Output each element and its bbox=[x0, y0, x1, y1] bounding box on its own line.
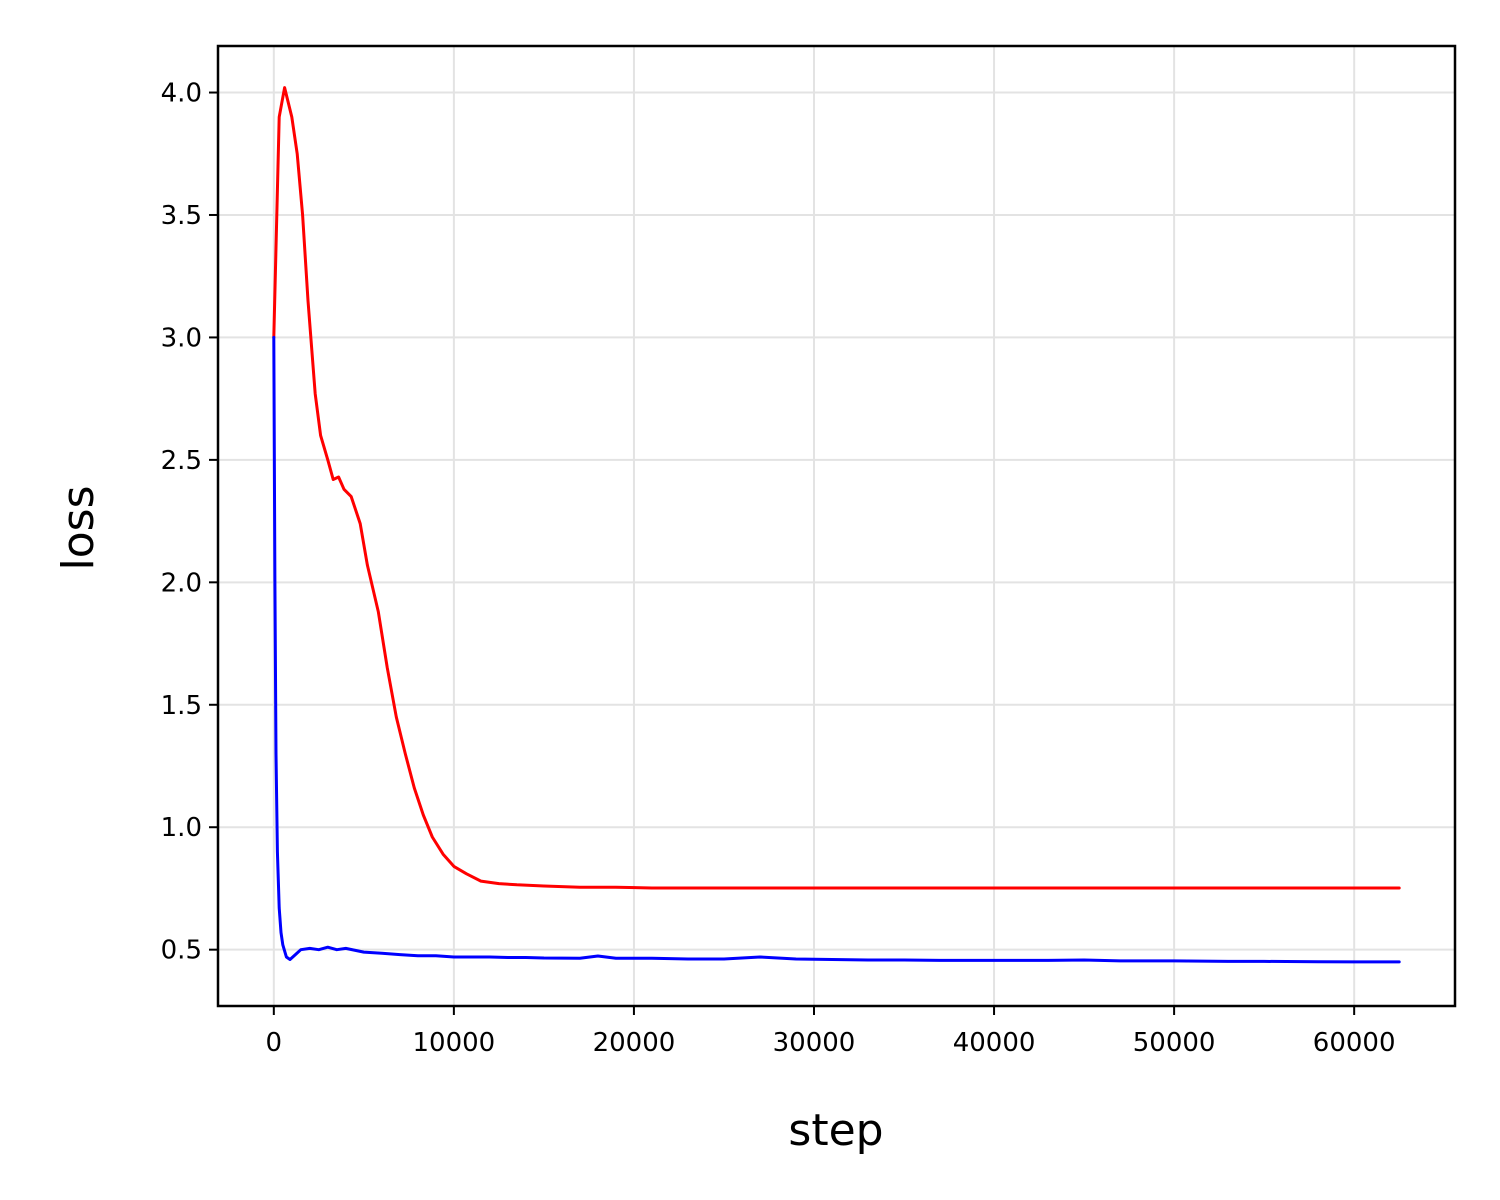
y-tick-label: 3.0 bbox=[161, 323, 202, 353]
x-tick-label: 40000 bbox=[953, 1028, 1036, 1058]
y-tick-label: 4.0 bbox=[161, 79, 202, 109]
x-tick-label: 30000 bbox=[773, 1028, 856, 1058]
x-tick-label: 10000 bbox=[413, 1028, 496, 1058]
grid bbox=[218, 46, 1455, 1006]
y-axis: 0.5 1.0 1.5 2.0 2.5 3.0 3.5 4.0 bbox=[161, 79, 218, 966]
y-tick-label: 0.5 bbox=[161, 936, 202, 966]
series-layer bbox=[272, 86, 1401, 964]
series-line-2 bbox=[272, 335, 1401, 964]
y-tick-label: 2.0 bbox=[161, 568, 202, 598]
y-tick-label: 1.0 bbox=[161, 813, 202, 843]
x-tick-label: 50000 bbox=[1133, 1028, 1216, 1058]
y-tick-label: 1.5 bbox=[161, 691, 202, 721]
series-line-1 bbox=[272, 86, 1401, 890]
x-tick-label: 0 bbox=[266, 1028, 283, 1058]
x-tick-label: 20000 bbox=[593, 1028, 676, 1058]
x-tick-label: 60000 bbox=[1313, 1028, 1396, 1058]
y-tick-label: 2.5 bbox=[161, 446, 202, 476]
x-axis-label: step bbox=[788, 1105, 883, 1156]
x-axis: 0 10000 20000 30000 40000 50000 60000 bbox=[266, 1006, 1396, 1058]
plot-frame bbox=[216, 44, 1457, 1008]
y-tick-label: 3.5 bbox=[161, 201, 202, 231]
y-axis-label: loss bbox=[53, 486, 104, 571]
